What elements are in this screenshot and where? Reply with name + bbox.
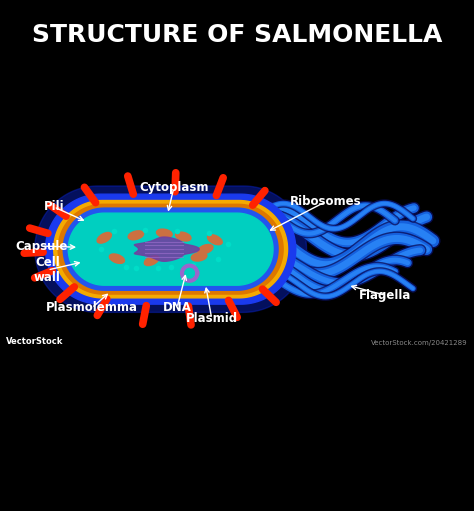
Ellipse shape — [97, 233, 111, 243]
Text: Pili: Pili — [44, 200, 64, 213]
Polygon shape — [135, 237, 199, 261]
Polygon shape — [68, 213, 273, 285]
Ellipse shape — [109, 254, 125, 263]
Polygon shape — [46, 194, 296, 304]
Ellipse shape — [191, 252, 207, 261]
Polygon shape — [54, 200, 288, 298]
Text: VectorStock: VectorStock — [6, 337, 64, 346]
Ellipse shape — [198, 244, 213, 254]
Text: Cytoplasm: Cytoplasm — [139, 181, 209, 194]
Text: DNA: DNA — [163, 301, 191, 314]
Polygon shape — [58, 204, 283, 294]
Text: Plasmolemma: Plasmolemma — [46, 301, 137, 314]
Ellipse shape — [175, 232, 191, 241]
Text: VectorStock.com/20421289: VectorStock.com/20421289 — [371, 340, 468, 346]
Polygon shape — [63, 208, 278, 290]
Ellipse shape — [128, 231, 144, 240]
Ellipse shape — [144, 256, 159, 266]
Text: Capsule: Capsule — [15, 240, 67, 252]
Polygon shape — [35, 186, 307, 312]
Text: Plasmid: Plasmid — [186, 312, 238, 325]
Text: STRUCTURE OF SALMONELLA: STRUCTURE OF SALMONELLA — [32, 23, 442, 47]
Ellipse shape — [156, 229, 172, 238]
Ellipse shape — [208, 235, 222, 245]
Text: Flagella: Flagella — [359, 289, 412, 302]
Text: Ribosomes: Ribosomes — [290, 195, 361, 208]
Text: Cell
wall: Cell wall — [34, 256, 61, 284]
